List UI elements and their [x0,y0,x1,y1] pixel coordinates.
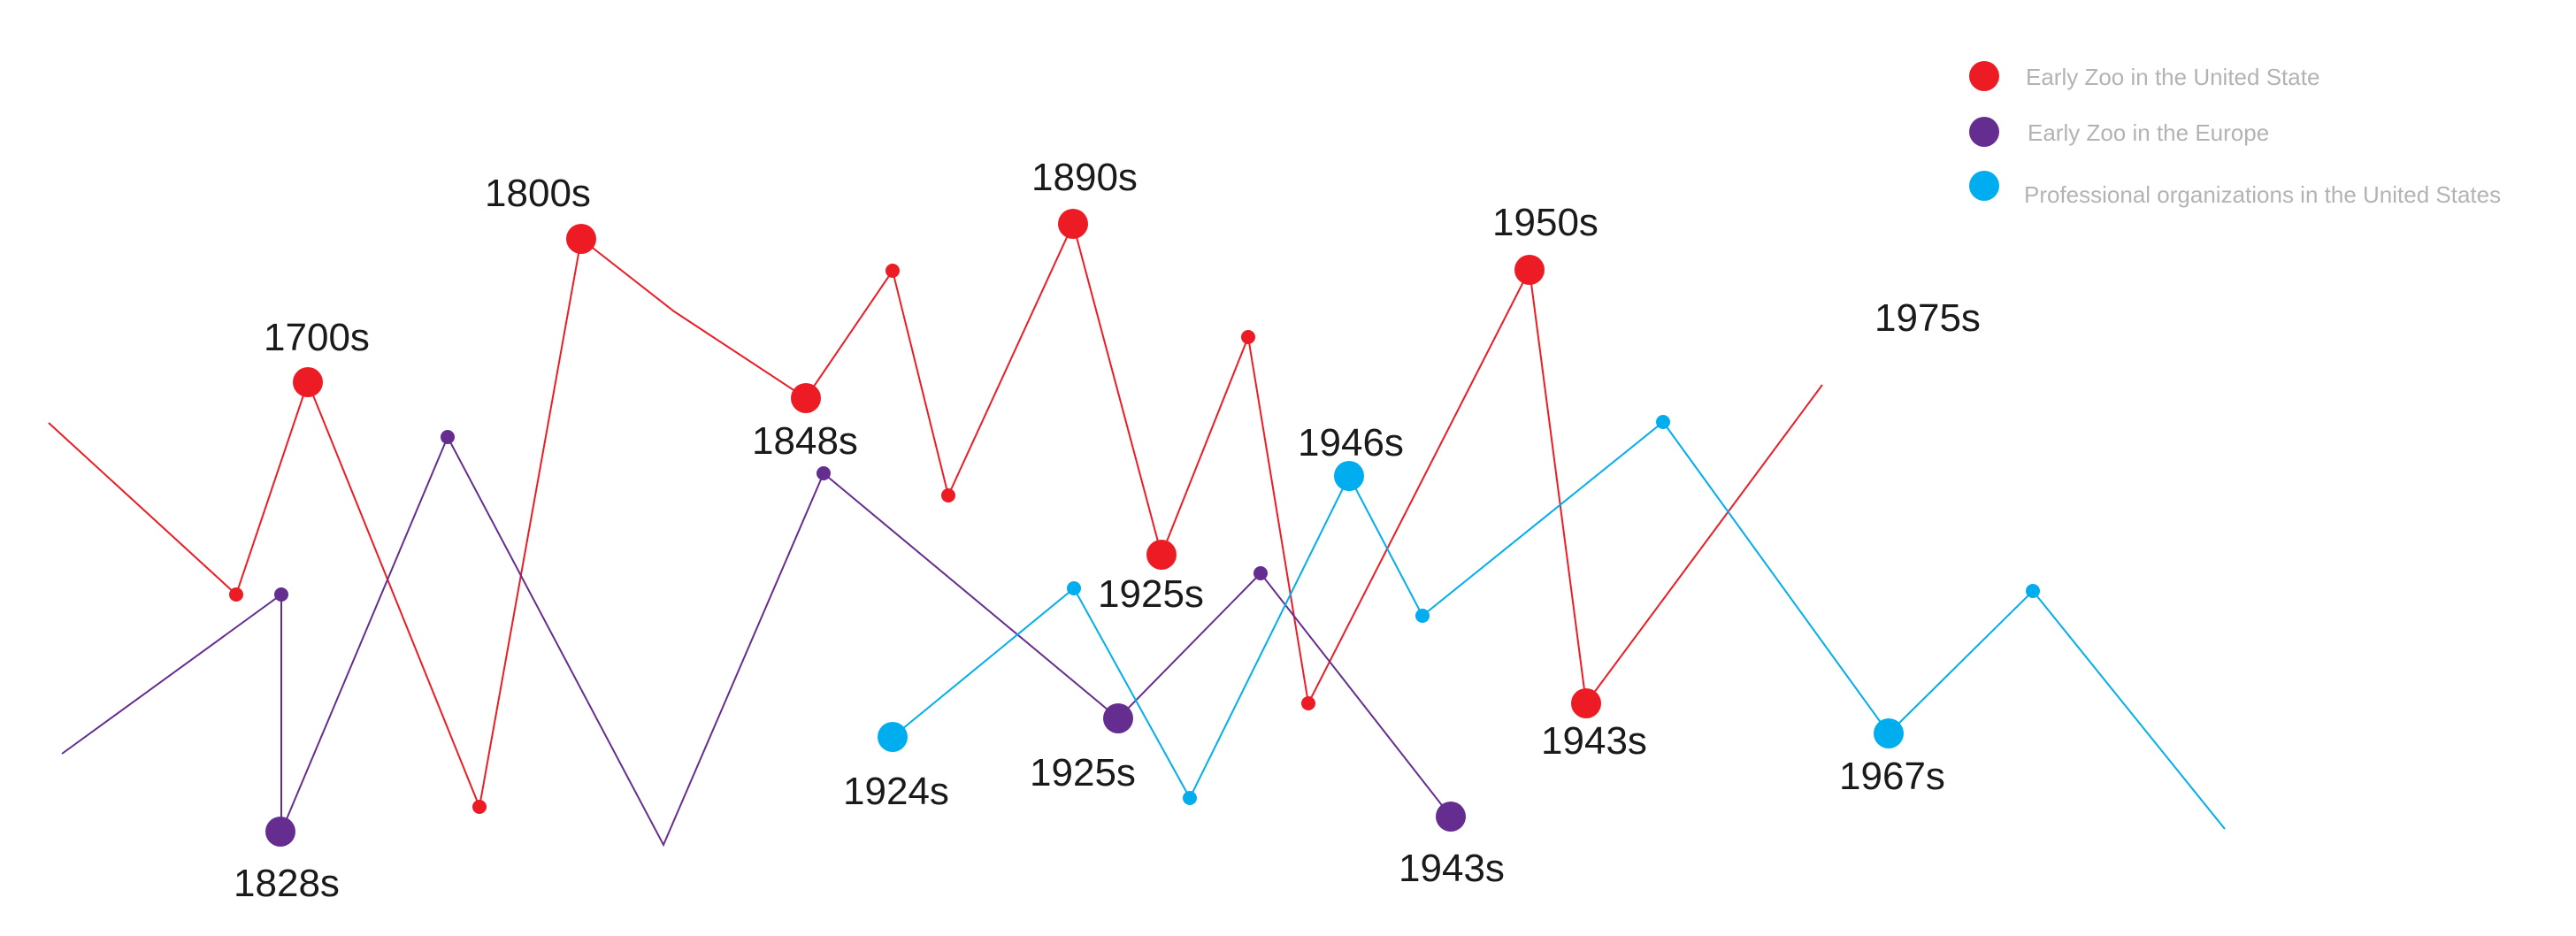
series-europe-point [441,430,455,444]
series-us-marker [1514,255,1545,285]
series-pro-point [1183,791,1197,805]
series-europe-marker [1103,703,1133,733]
series-us-marker [1571,688,1601,718]
label-europe-1943s: 1943s [1399,847,1505,890]
series-us-point [886,264,900,278]
series-us [48,209,1823,814]
series-pro-marker [1874,718,1904,748]
series-us-point [472,800,487,814]
series-europe-marker [1436,802,1466,832]
series-pro-point [2026,584,2040,598]
series-pro-point [1415,609,1430,623]
series-us-point [941,488,955,503]
series-europe-point [816,466,831,480]
series-us-marker [1146,540,1177,570]
year-labels: 1700s 1800s 1848s 1890s 1925s 1950s 1943… [234,156,1981,905]
series-europe-marker [265,817,295,847]
series-us-marker [566,224,596,254]
series-us-point [1241,330,1255,344]
label-us-1848s: 1848s [752,419,858,463]
series-us-point [229,587,243,602]
series-us-marker [293,367,323,397]
legend: Early Zoo in the United State Early Zoo … [1969,61,2501,208]
label-us-1950s: 1950s [1492,201,1598,244]
label-pro-1924s: 1924s [843,770,949,813]
series-pro-point [1656,415,1670,429]
label-pro-1946s: 1946s [1298,421,1404,464]
series-pro [878,415,2226,830]
label-us-1925s: 1925s [1098,572,1204,616]
series-europe [61,430,1466,848]
legend-marker-europe [1969,117,1999,147]
series-europe-line [61,434,1452,848]
series-pro-marker [1334,461,1364,491]
label-us-1890s: 1890s [1031,156,1138,199]
legend-label-pro: Professional organizations in the United… [2024,181,2501,208]
label-us-1975s: 1975s [1874,296,1981,340]
label-europe-1828s: 1828s [234,862,340,905]
label-us-1700s: 1700s [264,316,370,359]
legend-label-europe: Early Zoo in the Europe [2028,119,2269,146]
legend-marker-pro [1969,171,1999,201]
series-europe-point [1254,566,1268,580]
series-us-line [48,221,1823,810]
series-pro-point [1067,581,1081,595]
label-pro-1967s: 1967s [1839,755,1945,798]
series-pro-marker [878,722,908,752]
label-us-1800s: 1800s [485,172,591,215]
series-europe-point [274,587,288,602]
label-europe-1925s: 1925s [1030,751,1136,794]
label-us-1943s: 1943s [1541,719,1647,763]
series-us-marker [791,383,821,413]
legend-marker-us [1969,61,1999,91]
series-us-marker [1058,209,1088,239]
legend-label-us: Early Zoo in the United State [2026,64,2319,90]
series-us-point [1301,696,1315,710]
